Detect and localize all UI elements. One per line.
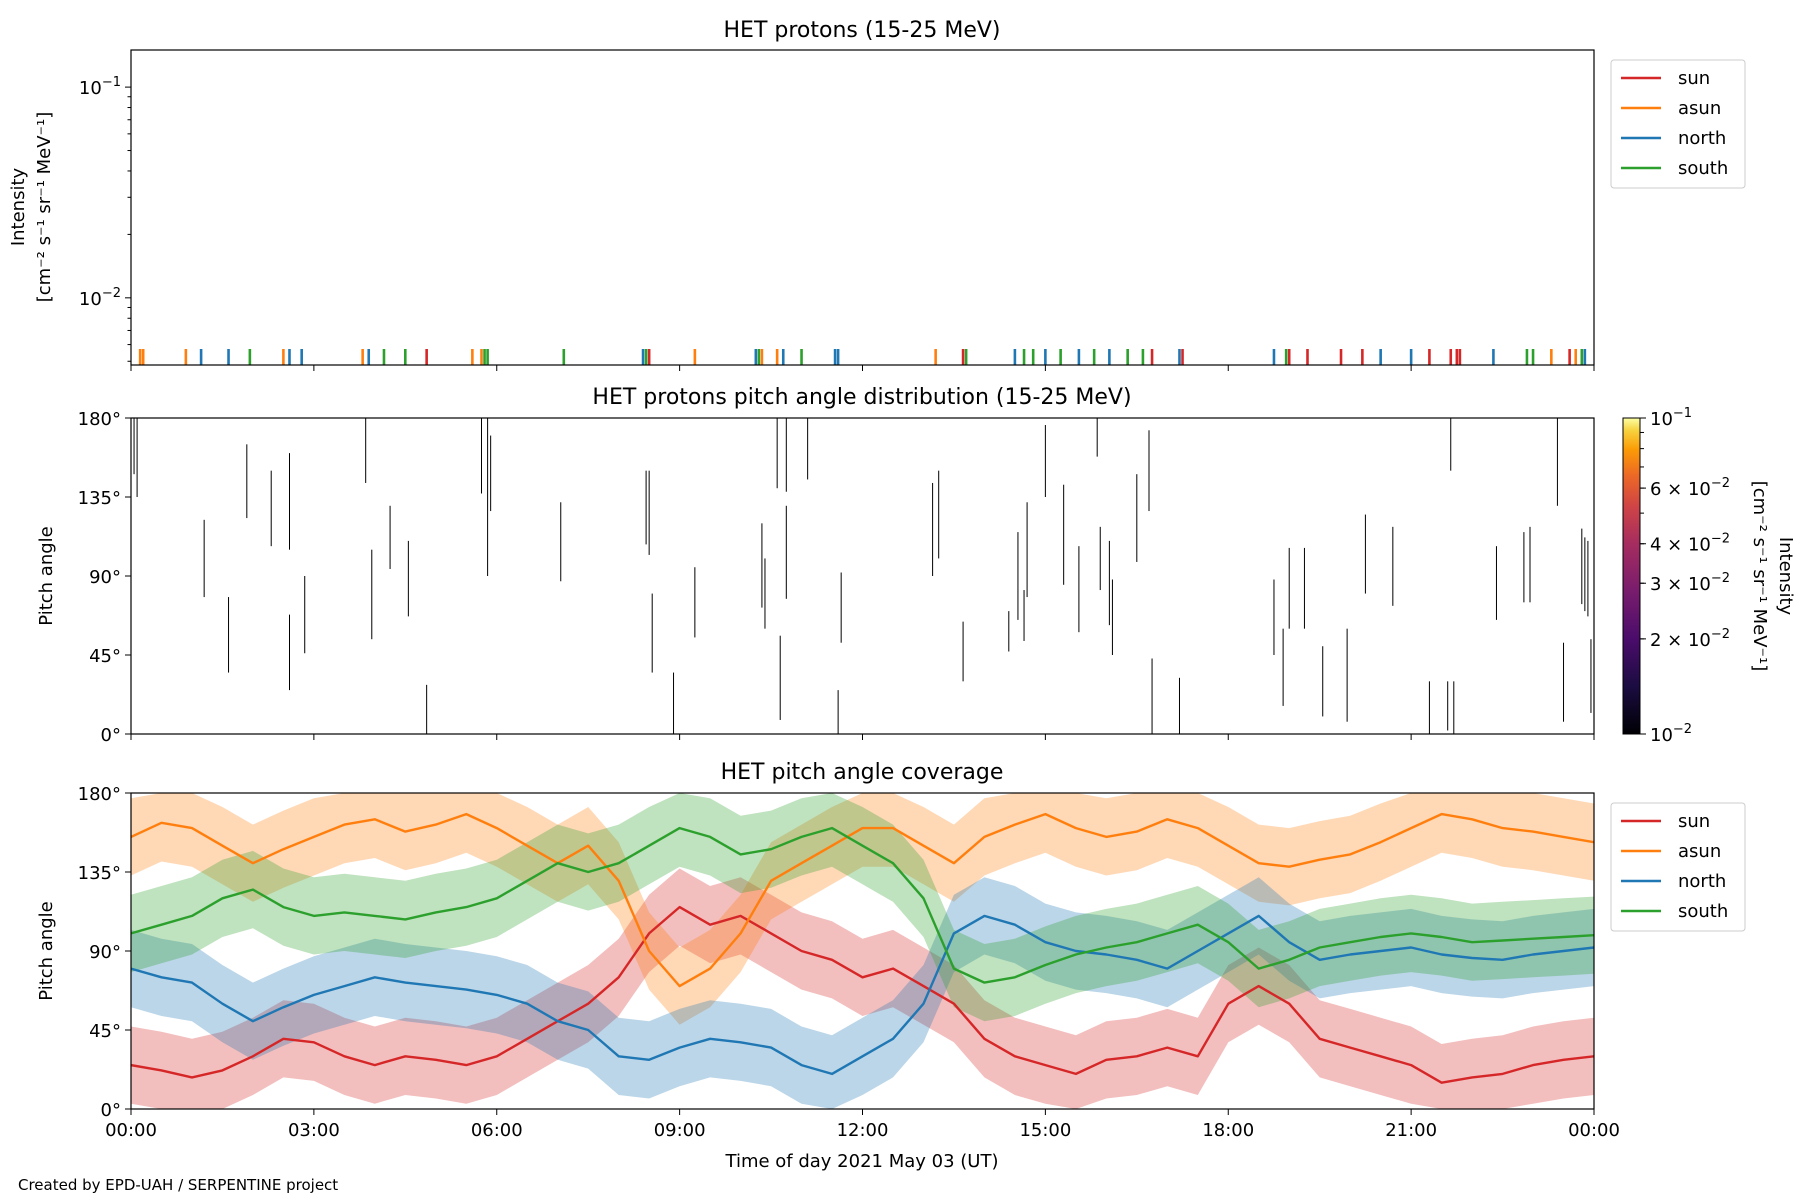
x-axis-label: Time of day 2021 May 03 (UT) (725, 1151, 999, 1172)
y-tick-label: 135° (78, 863, 121, 884)
y-tick-label: 45° (89, 1021, 121, 1042)
coverage-band-south (131, 793, 1594, 1022)
x-tick-label: 21:00 (1385, 1120, 1437, 1141)
legend-label-asun: asun (1678, 841, 1721, 862)
pad-x-ticks (130, 734, 1595, 740)
y-tick-label: 0° (101, 725, 121, 746)
coverage-bands (131, 793, 1594, 1109)
colorbar-ticks: 10−2 2 × 10−2 3 × 10−2 4 × 10−2 6 × 10−2 10−1 (1640, 406, 1730, 746)
coverage-line-north (131, 914, 1594, 1076)
legend-frame (1610, 802, 1746, 932)
intensity-legend: sun asun north south (1610, 59, 1746, 189)
colorbar-tick-label: 10−2 (1650, 722, 1692, 746)
coverage-band-sun (131, 868, 1594, 1109)
x-tick-label: 15:00 (1019, 1120, 1071, 1141)
coverage-y-ticks: 0° 45° 90° 135° 180° (78, 784, 131, 1121)
y-tick-label: 10−2 (79, 286, 121, 310)
x-tick-label: 03:00 (288, 1120, 340, 1141)
y-tick-label: 10−1 (79, 75, 121, 99)
intensity-plot-frame (130, 49, 1595, 366)
intensity-ylabel-line1: Intensity (8, 167, 29, 246)
coverage-x-ticks: 00:00 03:00 06:00 09:00 12:00 15:00 18:00 21:00… (105, 1109, 1620, 1141)
intensity-title: HET protons (15-25 MeV) (724, 18, 1001, 43)
colorbar-tick-label: 6 × 10−2 (1650, 476, 1730, 500)
x-tick-label: 09:00 (654, 1120, 706, 1141)
y-tick-label: 180° (78, 409, 121, 430)
credit-text: Created by EPD-UAH / SERPENTINE project (18, 1176, 338, 1194)
y-tick-label: 0° (101, 1100, 121, 1121)
legend-label-asun: asun (1678, 98, 1721, 119)
coverage-line-sun (131, 905, 1594, 1084)
pad-title: HET protons pitch angle distribution (15… (592, 385, 1131, 410)
x-tick-label: 12:00 (837, 1120, 889, 1141)
legend-frame (1610, 59, 1746, 189)
coverage-title: HET pitch angle coverage (721, 760, 1004, 785)
x-tick-label: 18:00 (1202, 1120, 1254, 1141)
colorbar-tick-label: 4 × 10−2 (1650, 532, 1730, 556)
colorbar-tick-label: 10−1 (1650, 406, 1692, 430)
x-tick-label: 00:00 (105, 1120, 157, 1141)
pad-plot-frame (130, 417, 1595, 735)
pad-panel: HET protons pitch angle distribution (15… (36, 385, 1796, 746)
legend-label-sun: sun (1678, 811, 1710, 832)
legend-label-south: south (1678, 158, 1728, 179)
colorbar-tick-label: 2 × 10−2 (1650, 627, 1730, 651)
pad-y-ticks: 0° 45° 90° 135° 180° (78, 409, 131, 746)
legend-label-sun: sun (1678, 68, 1710, 89)
colorbar-tick-label: 3 × 10−2 (1650, 571, 1730, 595)
legend-label-south: south (1678, 901, 1728, 922)
coverage-band-asun (131, 793, 1594, 1025)
y-tick-label: 90° (89, 567, 121, 588)
x-tick-label: 00:00 (1568, 1120, 1620, 1141)
y-tick-label: 45° (89, 646, 121, 667)
y-tick-label: 180° (78, 784, 121, 805)
x-tick-label: 06:00 (471, 1120, 523, 1141)
intensity-panel: HET protons (15-25 MeV) 10−2 10−1 Intensi… (8, 18, 1746, 371)
coverage-line-south (131, 826, 1594, 984)
coverage-panel: HET pitch angle coverage 0° 45° 90° 135° 180… (36, 760, 1746, 1141)
intensity-x-ticks (130, 365, 1595, 371)
pad-segments (133, 418, 1592, 734)
colorbar (1622, 417, 1641, 735)
intensity-ylabel-line2: [cm⁻² s⁻¹ sr⁻¹ MeV⁻¹] (34, 112, 55, 303)
intensity-spikes (138, 349, 1587, 365)
coverage-band-north (131, 877, 1594, 1109)
y-tick-label: 135° (78, 488, 121, 509)
intensity-y-ticks: 10−2 10−1 (79, 75, 131, 362)
colorbar-label-line2: [cm⁻² s⁻¹ sr⁻¹ MeV⁻¹] (1749, 481, 1770, 672)
legend-label-north: north (1678, 128, 1726, 149)
legend-label-north: north (1678, 871, 1726, 892)
coverage-line-asun (131, 812, 1594, 988)
colorbar-label-line1: Intensity (1775, 537, 1796, 616)
coverage-lines (131, 812, 1594, 1084)
pad-ylabel: Pitch angle (36, 526, 57, 625)
coverage-ylabel: Pitch angle (36, 901, 57, 1000)
y-tick-label: 90° (89, 942, 121, 963)
coverage-legend: sun asun north south (1610, 802, 1746, 932)
